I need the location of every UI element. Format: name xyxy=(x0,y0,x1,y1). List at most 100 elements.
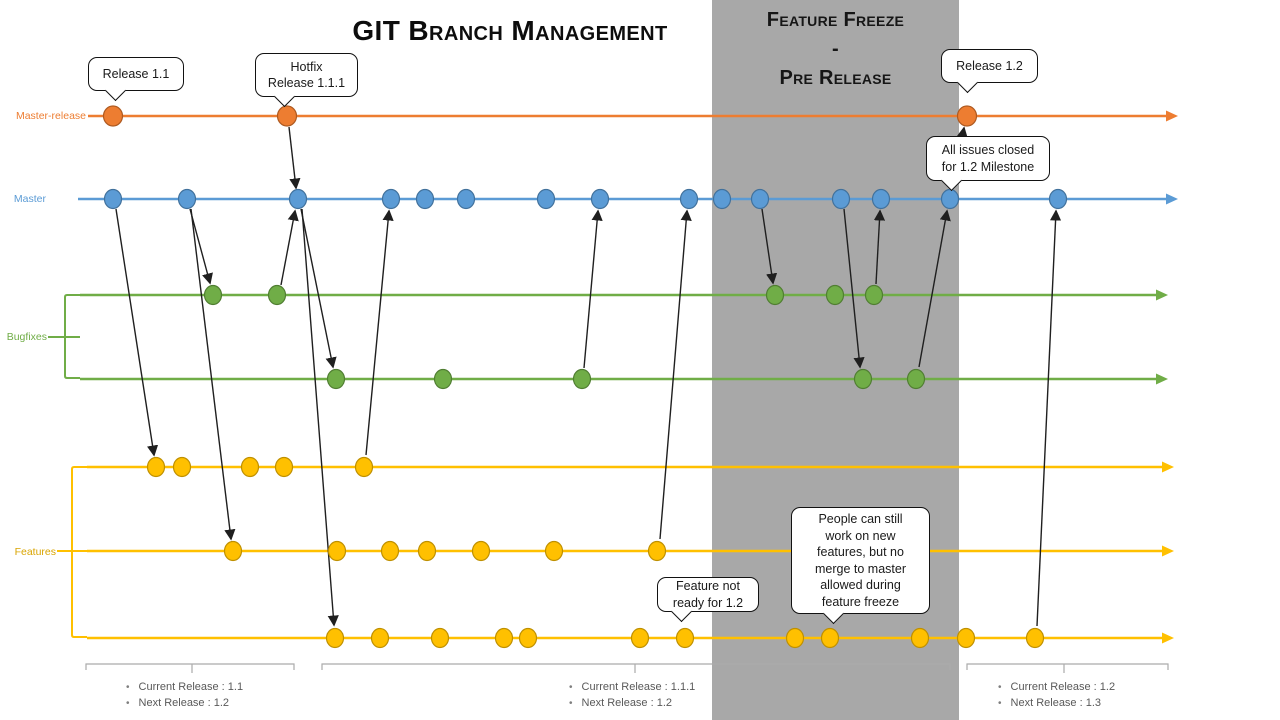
callout-feature-freeze-note: People can still work on new features, b… xyxy=(791,507,930,625)
group-bracket-bugfixes xyxy=(48,294,80,379)
branch-arrowhead-feature-3 xyxy=(1162,632,1174,644)
commit-dot-feature-2 xyxy=(417,540,437,562)
commit-dot-master xyxy=(415,188,435,210)
branch-label-master-release: Master-release xyxy=(15,110,86,122)
commit-dot-feature-3 xyxy=(370,627,390,649)
commit-dot-master xyxy=(288,188,308,210)
callout-hotfix-release-1-1-1: Hotfix Release 1.1.1 xyxy=(255,53,358,108)
branch-arrowhead-master-release xyxy=(1166,110,1178,122)
page-title: GIT Branch Management xyxy=(352,15,668,46)
callout-tail xyxy=(956,71,979,94)
timeline-item-label: Next Release : 1.2 xyxy=(138,696,230,709)
branch-arrowhead-feature-1 xyxy=(1162,461,1174,473)
merge-arrow-9 xyxy=(659,209,692,540)
callout-text: Hotfix Release 1.1.1 xyxy=(267,59,346,91)
commit-dot-master xyxy=(1048,188,1068,210)
callout-tail xyxy=(104,79,127,102)
commit-dot-master xyxy=(456,188,476,210)
commit-dot-master xyxy=(679,188,699,210)
timeline-item: • Current Release : 1.1.1 xyxy=(569,680,729,696)
timeline-release-1-1: • Current Release : 1.1 • Next Release :… xyxy=(126,680,286,711)
commit-dot-feature-1 xyxy=(172,456,192,478)
merge-arrow-0 xyxy=(288,126,301,190)
callout-text: People can still work on new features, b… xyxy=(814,512,906,609)
commit-dot-feature-2 xyxy=(380,540,400,562)
commit-dot-feature-3 xyxy=(630,627,650,649)
merge-arrow-8 xyxy=(583,209,603,369)
timeline-item: • Current Release : 1.2 xyxy=(998,680,1158,696)
bullet-icon: • xyxy=(569,682,573,693)
callout-release-1-2: Release 1.2 xyxy=(941,49,1038,94)
commit-dot-feature-3 xyxy=(956,627,976,649)
commit-dot-feature-3 xyxy=(1025,627,1045,649)
timeline-release-1-2: • Current Release : 1.2 • Next Release :… xyxy=(998,680,1158,711)
commit-dot-bugfix-upper xyxy=(203,284,223,306)
commit-dot-feature-1 xyxy=(146,456,166,478)
commit-dot-feature-3 xyxy=(430,627,450,649)
commit-dot-feature-3 xyxy=(675,627,695,649)
bullet-icon: • xyxy=(998,697,1002,709)
feature-freeze-label: Feature Freeze - Pre Release xyxy=(766,9,905,89)
commit-dot-feature-2 xyxy=(647,540,667,562)
commit-dot-feature-1 xyxy=(354,456,374,478)
commit-dot-master xyxy=(590,188,610,210)
branch-label-master: Master xyxy=(13,193,46,205)
timeline-release-1-1-1: • Current Release : 1.1.1 • Next Release… xyxy=(569,680,729,711)
branch-arrowhead-master xyxy=(1166,193,1178,205)
bullet-icon: • xyxy=(569,697,573,709)
branch-arrowhead-bugfix-upper xyxy=(1156,289,1168,301)
commit-dot-feature-1 xyxy=(240,456,260,478)
commit-dot-feature-2 xyxy=(544,540,564,562)
timeline-item-label: Current Release : 1.1.1 xyxy=(581,681,696,693)
commit-dot-master xyxy=(103,188,123,210)
merge-arrow-6 xyxy=(301,208,339,627)
callout-text: All issues closed for 1.2 Milestone xyxy=(941,143,1035,174)
timeline-item: • Next Release : 1.2 xyxy=(126,696,286,712)
merge-arrow-5 xyxy=(300,208,337,369)
commit-dot-master xyxy=(381,188,401,210)
timeline-item: • Next Release : 1.3 xyxy=(998,696,1158,712)
callout-text: Feature not ready for 1.2 xyxy=(672,579,744,610)
commit-dot-master-release xyxy=(102,105,124,127)
merge-arrow-3 xyxy=(190,208,236,541)
timeline-item-label: Current Release : 1.2 xyxy=(1010,681,1116,693)
merge-arrow-15 xyxy=(1036,209,1062,627)
merge-arrow-2 xyxy=(189,208,213,285)
timeline-bracket-2 xyxy=(966,663,1169,673)
commit-dot-feature-2 xyxy=(471,540,491,562)
bullet-icon: • xyxy=(998,682,1002,693)
commit-dot-master-release xyxy=(276,105,298,127)
timeline-item: • Current Release : 1.1 xyxy=(126,680,286,696)
commit-dot-bugfix-upper xyxy=(267,284,287,306)
callout-all-issues-closed: All issues closed for 1.2 Milestone xyxy=(926,136,1050,192)
commit-dot-feature-2 xyxy=(327,540,347,562)
merge-arrow-4 xyxy=(280,209,299,286)
timeline-bracket-0 xyxy=(85,663,295,673)
commit-dot-master-release xyxy=(956,105,978,127)
commit-dot-feature-3 xyxy=(518,627,538,649)
commit-dot-feature-3 xyxy=(325,627,345,649)
commit-dot-feature-2 xyxy=(223,540,243,562)
commit-dot-bugfix-lower xyxy=(572,368,592,390)
commit-dot-master xyxy=(536,188,556,210)
commit-dot-feature-1 xyxy=(274,456,294,478)
commit-dot-feature-3 xyxy=(494,627,514,649)
group-bracket-features xyxy=(57,466,87,638)
callout-text: Release 1.1 xyxy=(102,66,170,81)
commit-dot-bugfix-lower xyxy=(326,368,346,390)
branch-label-features: Features xyxy=(14,546,56,558)
commit-dot-bugfix-lower xyxy=(433,368,453,390)
merge-arrow-1 xyxy=(115,208,159,457)
timeline-item-label: Current Release : 1.1 xyxy=(138,681,244,693)
callout-text: Release 1.2 xyxy=(956,58,1023,73)
commit-dot-master xyxy=(177,188,197,210)
callout-release-1-1: Release 1.1 xyxy=(88,57,184,102)
branch-arrowhead-bugfix-lower xyxy=(1156,373,1168,385)
bullet-icon: • xyxy=(126,682,130,693)
merge-arrow-7 xyxy=(365,209,394,456)
timeline-item-label: Next Release : 1.2 xyxy=(581,696,673,709)
branch-arrowhead-feature-2 xyxy=(1162,545,1174,557)
timeline-item: • Next Release : 1.2 xyxy=(569,696,729,712)
